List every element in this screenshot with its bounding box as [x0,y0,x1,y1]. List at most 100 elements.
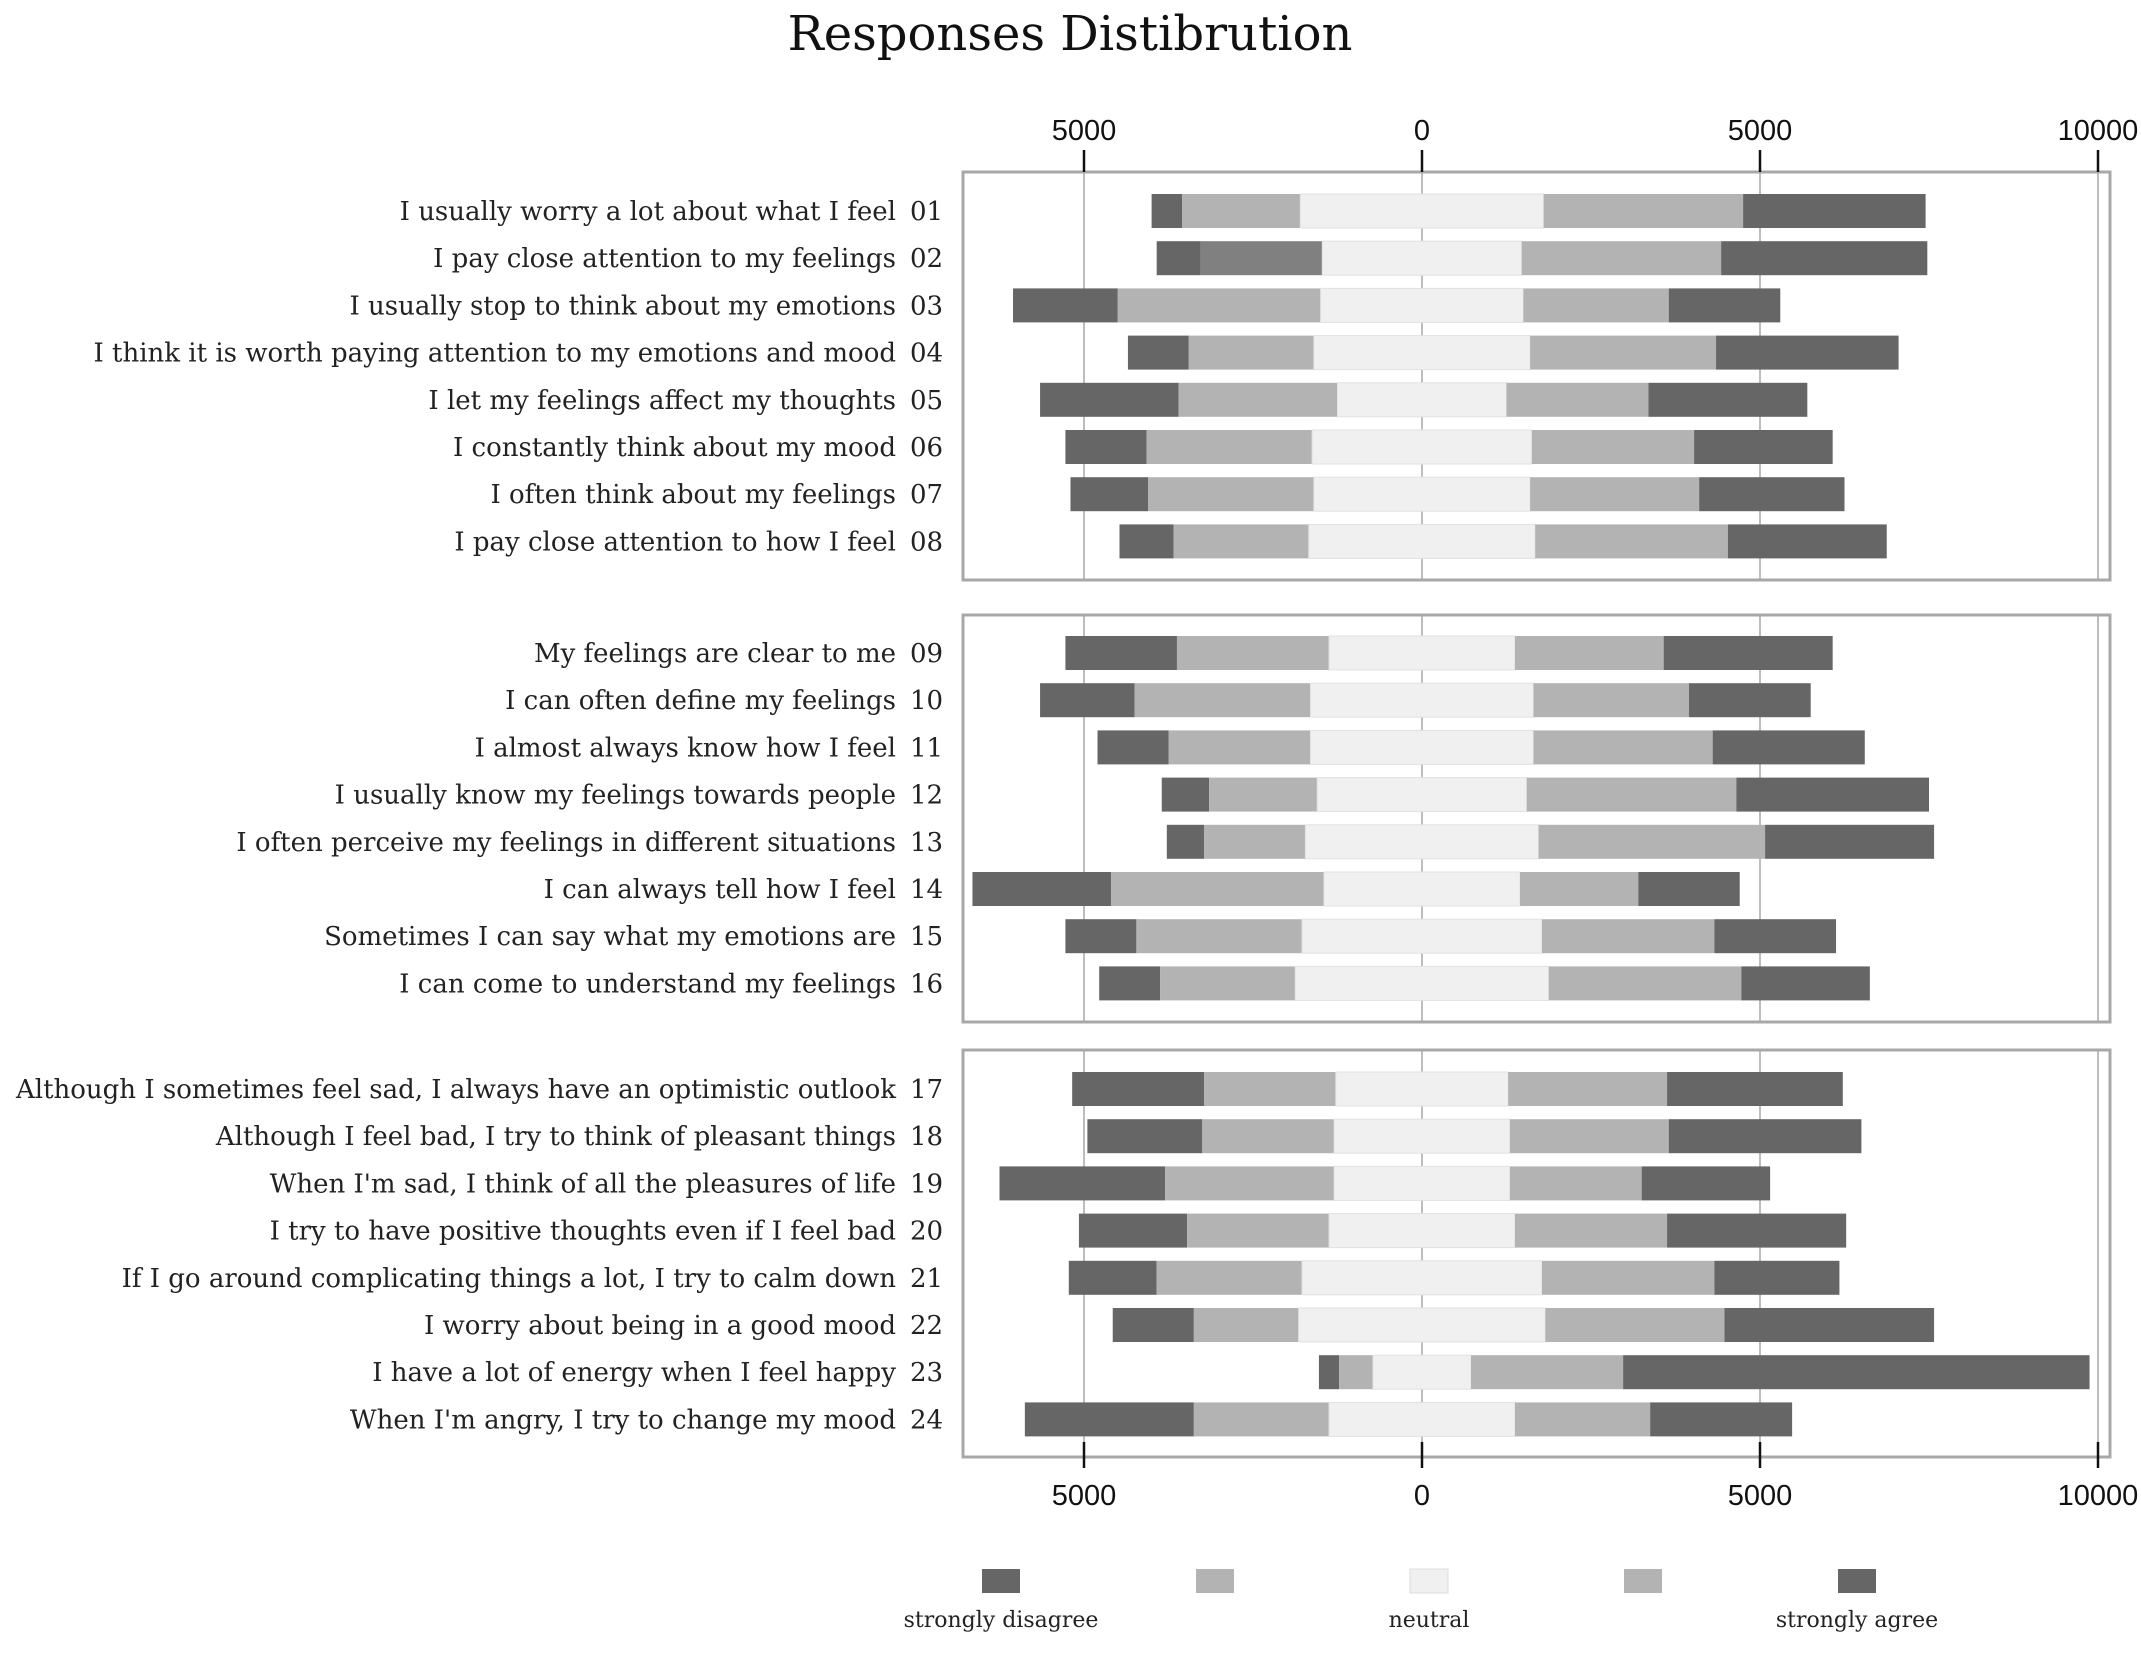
bar-segment [1316,777,1528,813]
bar-segment [1743,194,1926,228]
legend-swatch [982,1569,1020,1593]
question-number: 09 [910,639,943,669]
question-label: Although I feel bad, I try to think of p… [215,1122,896,1152]
bar-segment [1543,194,1744,228]
bar-segment [1298,1307,1546,1343]
question-number: 15 [910,922,943,952]
bar-segment [1127,335,1189,370]
bar-segment [1148,477,1314,512]
bar-segment [1471,1355,1624,1390]
bar-segment [1623,1355,2090,1390]
question-label: Although I sometimes feel sad, I always … [15,1075,896,1105]
bar-segment [1648,382,1808,417]
bar-segment [1119,524,1174,559]
x-axis: 5000 0 5000 10000 5000 0 5000 10000 [1052,115,2139,1512]
question-number: 11 [910,733,943,763]
bar-segment [1173,524,1309,559]
bar-segment [1309,682,1535,718]
bar-segment [1520,872,1639,906]
bar-segment [1176,636,1330,670]
x-tick-label: 10000 [2058,1480,2139,1512]
bar-segment [1299,193,1545,229]
bar-segment [1694,430,1833,464]
question-number: 19 [910,1169,943,1199]
bar-segment [1136,919,1303,954]
bar-segment [1024,1402,1194,1437]
bar-segment [1506,382,1649,417]
bar-segment [1333,1165,1511,1201]
question-number: 06 [910,433,943,463]
x-tick-label: 5000 [1052,1480,1117,1512]
bar-segment [1188,335,1314,370]
question-label: I can always tell how I feel [544,875,896,905]
question-label: I can often define my feelings [505,686,896,716]
question-number: 24 [910,1405,943,1435]
x-tick-label: 5000 [1728,1480,1793,1512]
bar-segment [1545,1308,1725,1342]
bar-segment [1193,1308,1299,1342]
bar-segment [1509,1119,1669,1154]
bar-segment [1320,287,1524,323]
bar-segment [1202,1119,1335,1154]
question-label: When I'm sad, I think of all the pleasur… [270,1169,896,1199]
question-label: I usually worry a lot about what I feel [400,197,896,227]
question-label: I can come to understand my feelings [399,969,896,999]
bar-segment [1521,241,1722,276]
question-label: I usually know my feelings towards peopl… [335,781,896,811]
bar-segment [1667,1213,1847,1248]
bar-segment [1530,477,1700,512]
bar-segment [1727,524,1887,559]
bar-segment [1339,1355,1373,1390]
bar-segment [1736,777,1929,812]
bar-segment [1203,1072,1336,1106]
question-number: 18 [910,1122,943,1152]
bar-segment [1156,1260,1303,1295]
bar-segment [1112,1308,1194,1342]
bar-segment [1531,430,1695,464]
bar-segment [1040,382,1179,417]
bar-segment [1134,683,1311,718]
bar-segment [1311,429,1533,465]
legend-swatch [1838,1569,1876,1593]
bar-segment [1013,288,1118,323]
bar-segment [1668,1119,1862,1154]
bar-segment [1065,636,1177,670]
legend-swatch [1196,1569,1234,1593]
bar-segment [1209,777,1318,812]
bar-segment [1533,730,1713,765]
question-number: 23 [910,1358,943,1388]
question-label: I usually stop to think about my emotion… [349,291,896,321]
bar-segment [1721,241,1928,276]
panel-frames [961,170,2112,1459]
question-number: 22 [910,1311,943,1341]
bar-segment [1308,523,1536,559]
bar-segment [1321,240,1523,276]
bar-segment [1712,730,1865,765]
bar-segment [1168,730,1311,765]
bar-segment [1203,824,1306,859]
question-number: 03 [910,291,943,321]
bar-segment [1509,1166,1642,1201]
bar-segment [1078,1213,1188,1248]
bar-segment [1714,919,1837,954]
bar-segment [999,1166,1166,1201]
bar-segment [1111,872,1324,906]
x-tick-label: 5000 [1052,115,1117,147]
x-tick-label: 5000 [1728,115,1793,147]
legend: strongly disagree neutral strongly agree [904,1568,1938,1633]
bar-segment [1166,824,1204,859]
bar-segment [1328,1401,1516,1437]
bar-segment [1514,636,1664,670]
bar-segment [1304,824,1540,860]
legend-swatch [1409,1568,1449,1594]
question-label: I constantly think about my mood [453,433,896,463]
question-label: I almost always know how I feel [475,733,896,763]
bar-segment [1337,382,1507,418]
bar-segment [1741,966,1870,1001]
bar-segment [1689,683,1811,718]
x-tick-label: 0 [1414,115,1430,147]
question-number: 21 [910,1264,943,1294]
bar-segment [1182,194,1301,228]
question-label: I pay close attention to my feelings [433,244,896,274]
